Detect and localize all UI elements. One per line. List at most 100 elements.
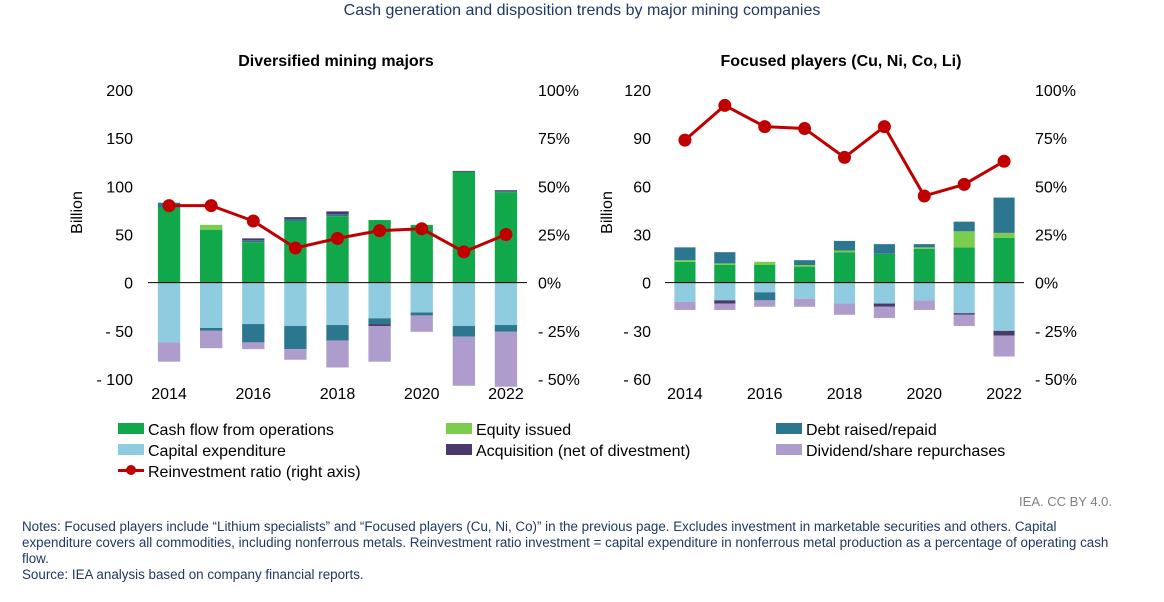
bar-segment [368,220,391,283]
bar-segment [326,340,349,368]
bar-segment [913,282,935,301]
bar-segment [326,214,349,217]
y2-tick-label: 100% [538,83,579,100]
legend-item-cash-flow: Cash flow from operations [118,421,334,441]
bar-segment [833,240,856,251]
reinvestment-ratio-point [204,199,218,213]
bar-segment [674,247,696,261]
bar-segment [833,252,856,283]
y-axis-label: Billion [69,191,86,234]
bar-segment [953,314,975,327]
reinvestment-ratio-point [246,214,260,228]
y-tick-label: 0 [642,276,651,293]
x-tick-label: 2020 [404,386,440,403]
y2-tick-label: 75% [538,131,570,148]
y2-tick-label: - 25% [1035,324,1077,341]
bar-segment [754,300,776,307]
bar-segment [953,247,975,283]
legend-swatch-debt [776,423,802,434]
x-tick-label: 2016 [747,386,783,403]
legend-swatch-acquisition [446,444,472,455]
y2-tick-label: 100% [1035,83,1076,100]
reinvestment-ratio-point [373,224,387,238]
bar-segment [242,242,265,283]
legend-item-debt: Debt raised/repaid [776,421,937,441]
bar-segment [326,211,349,215]
bar-segment [200,330,223,349]
bar-segment [754,292,776,301]
bar-segment [714,282,736,301]
bar-segment [242,238,265,241]
bar-segment [494,325,518,332]
bar-segment [833,303,856,315]
bar-segment [794,260,816,266]
reinvestment-ratio-point [718,98,732,112]
bar-segment [794,298,816,307]
legend-label: Debt raised/repaid [806,422,937,439]
bar-segment [200,327,223,331]
bar-segment [754,261,776,266]
bar-segment [993,232,1015,238]
legend-item-capex: Capital expenditure [118,442,286,462]
y-tick-label: - 60 [623,372,651,389]
bar-segment [714,300,736,304]
legend-item-equity: Equity issued [446,421,571,441]
bar-segment [993,282,1015,331]
bar-segment [833,282,856,304]
y-tick-label: - 30 [623,324,651,341]
reinvestment-ratio-point [877,120,891,134]
bar-segment [993,237,1015,283]
bar-segment [833,250,856,253]
legend-label: Capital expenditure [148,443,286,460]
y-tick-label: 100 [106,179,133,196]
reinvestment-ratio-point [415,222,429,236]
bar-segment [326,282,349,326]
panel-title: Diversified mining majors [238,53,434,70]
y-axis-label: Billion [599,191,616,234]
bar-segment [200,229,223,283]
figure-title: Cash generation and disposition trends b… [343,2,821,19]
legend-label: Equity issued [476,422,572,439]
y-tick-label: 90 [633,131,651,148]
bar-segment [993,197,1015,233]
notes-block: Notes: Focused players include “Lithium … [22,519,1122,583]
bar-segment [452,326,475,337]
reinvestment-ratio-point [758,120,772,134]
bar-segment [953,231,975,248]
y2-tick-label: 0% [538,276,561,293]
bar-segment [452,282,475,327]
legend-label: Acquisition (net of divestment) [476,443,691,460]
bar-segment [452,336,475,386]
legend-item-dividend: Dividend/share repurchases [776,442,1005,462]
bar-segment [913,244,935,248]
bar-segment [873,303,895,307]
bar-segment [953,221,975,232]
x-tick-label: 2014 [667,386,703,403]
bar-segment [494,190,518,192]
bar-segment [674,301,696,310]
bar-segment [714,303,736,310]
x-tick-label: 2022 [986,386,1022,403]
x-tick-label: 2018 [827,386,863,403]
legend-swatch-cash-flow [118,423,144,434]
bar-segment [873,282,895,304]
bar-segment [913,247,935,249]
bar-segment [953,282,975,314]
y-tick-label: 30 [633,228,651,245]
reinvestment-ratio-point [838,150,851,164]
bar-segment [368,326,391,362]
y-tick-label: 60 [633,179,651,196]
x-tick-label: 2016 [235,386,271,403]
legend-label: Dividend/share repurchases [806,443,1006,460]
bar-segment [714,263,736,266]
bar-segment [714,252,736,264]
bar-segment [200,282,223,328]
bar-segment [326,325,349,341]
legend-line-marker [126,465,136,475]
y2-tick-label: 50% [538,179,570,196]
bar-segment [452,171,475,283]
bar-segment [953,313,975,315]
reinvestment-ratio-point [288,241,302,255]
bar-segment [913,300,935,310]
legend-label: Cash flow from operations [148,422,334,439]
